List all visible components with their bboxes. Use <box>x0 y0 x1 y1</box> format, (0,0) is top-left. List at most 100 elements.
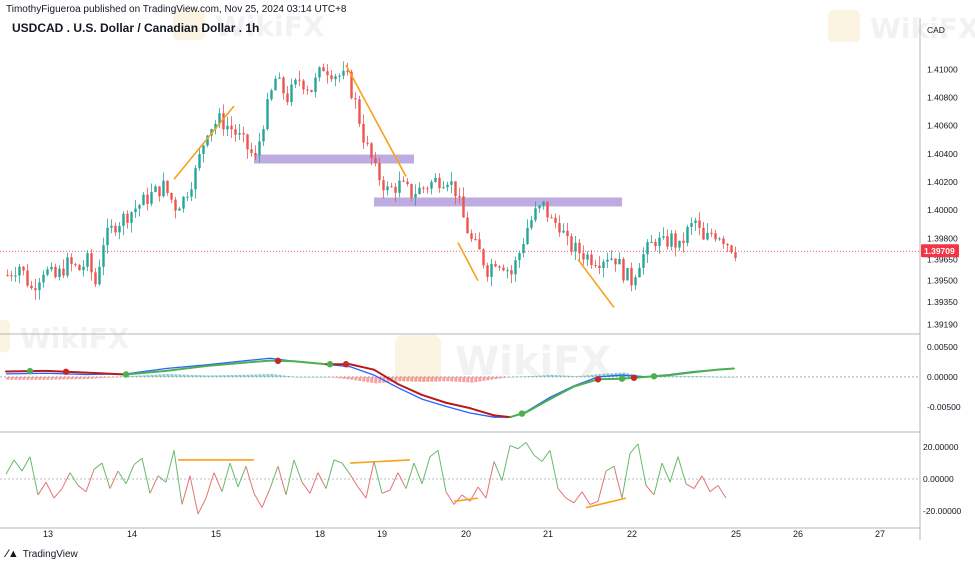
candle-body <box>546 201 549 218</box>
macd-histogram-bar <box>222 375 226 377</box>
macd-histogram-bar <box>594 374 598 377</box>
candle-body <box>118 225 121 233</box>
rsi-line-segment <box>381 489 391 494</box>
candle-body <box>114 225 117 233</box>
footer-brand[interactable]: ⁄▲ TradingView <box>6 548 78 560</box>
candle-body <box>434 177 437 182</box>
rsi-line-segment <box>557 488 567 499</box>
signal-line-segment <box>597 377 623 381</box>
symbol-title[interactable]: USDCAD . U.S. Dollar / Canadian Dollar .… <box>12 21 260 35</box>
rsi-line-segment <box>453 494 463 505</box>
rsi-line-segment <box>509 445 519 450</box>
candle-body <box>374 158 377 163</box>
macd-histogram-bar <box>142 375 146 377</box>
candle-body <box>654 241 657 247</box>
macd-histogram-bar <box>206 375 210 377</box>
candle-body <box>594 265 597 267</box>
macd-histogram-bar <box>438 376 442 382</box>
macd-histogram-bar <box>490 376 494 380</box>
rsi-line-segment <box>365 461 375 499</box>
macd-histogram-bar <box>350 376 354 380</box>
candle-body <box>202 145 205 154</box>
rsi-line-segment <box>173 450 183 505</box>
wikifx-logo-icon <box>0 320 11 353</box>
rsi-tick-label: -20.00000 <box>923 506 962 516</box>
candle-body <box>262 129 265 142</box>
rsi-line-segment <box>269 466 279 489</box>
macd-cross-dot <box>618 375 626 382</box>
candle-body <box>626 268 629 281</box>
candle-body <box>138 205 141 209</box>
macd-histogram-bar <box>90 376 94 379</box>
rsi-line-segment <box>357 486 367 499</box>
rsi-line-segment <box>13 459 23 472</box>
rsi-line-segment <box>101 462 111 489</box>
publisher-info: TimothyFigueroa published on TradingView… <box>6 4 347 15</box>
macd-histogram-bar <box>166 374 170 377</box>
macd-histogram-bar <box>518 376 522 378</box>
candle-body <box>614 258 617 265</box>
macd-histogram-bar <box>230 375 234 377</box>
candle-body <box>70 257 73 264</box>
candle-body <box>230 125 233 130</box>
macd-histogram-bar <box>570 375 574 377</box>
candle-body <box>250 149 253 153</box>
candle-body <box>458 196 461 198</box>
macd-histogram-bar <box>478 376 482 382</box>
rsi-line-segment <box>541 450 551 462</box>
rsi-line-segment <box>181 475 191 505</box>
macd-histogram-bar <box>182 374 186 377</box>
macd-cross-dot <box>630 374 638 381</box>
x-tick-label: 13 <box>43 529 53 539</box>
candle-body <box>270 90 273 100</box>
candle-body <box>518 253 521 261</box>
macd-histogram-bar <box>94 376 98 379</box>
candle-body <box>142 194 145 206</box>
candle-body <box>618 258 621 265</box>
macd-histogram-bar <box>330 376 334 378</box>
macd-histogram-bar <box>218 375 222 377</box>
candle-body <box>18 266 21 276</box>
macd-histogram-bar <box>546 374 550 377</box>
candle-body <box>194 168 197 190</box>
x-tick-label: 18 <box>315 529 325 539</box>
macd-pane[interactable] <box>0 357 920 419</box>
macd-histogram-bar <box>494 376 498 380</box>
macd-histogram-bar <box>442 376 446 382</box>
macd-histogram-bar <box>470 376 474 383</box>
candle-body <box>710 232 713 234</box>
macd-histogram-bar <box>186 374 190 377</box>
candle-body <box>366 142 369 144</box>
rsi-line-segment <box>301 481 311 494</box>
rsi-line-segment <box>621 453 631 499</box>
candle-body <box>378 162 381 181</box>
candle-body <box>386 186 389 191</box>
rsi-line-segment <box>669 456 679 483</box>
candle-body <box>450 181 453 185</box>
rsi-line-segment <box>413 462 423 484</box>
macd-histogram-bar <box>582 375 586 377</box>
macd-histogram-bar <box>722 376 726 378</box>
signal-line-segment <box>293 360 327 366</box>
wikifx-watermark-text: WikiFX <box>20 322 130 355</box>
candle-body <box>42 274 45 283</box>
candle-body <box>126 213 129 223</box>
rsi-line-segment <box>293 459 303 483</box>
macd-histogram-bar <box>234 374 238 377</box>
price-pane[interactable] <box>0 61 920 308</box>
rsi-line-segment <box>437 450 447 492</box>
signal-line-segment <box>421 393 447 404</box>
macd-histogram-bar <box>698 376 702 377</box>
rsi-pane[interactable] <box>0 441 920 515</box>
macd-histogram-bar <box>178 374 182 377</box>
macd-histogram-bar <box>190 374 194 377</box>
x-tick-label: 14 <box>127 529 137 539</box>
macd-histogram-bar <box>522 376 526 377</box>
candle-body <box>394 186 397 193</box>
rsi-line-segment <box>285 459 295 496</box>
candle-body <box>482 249 485 266</box>
macd-histogram-bar <box>106 376 110 378</box>
candle-body <box>414 194 417 198</box>
